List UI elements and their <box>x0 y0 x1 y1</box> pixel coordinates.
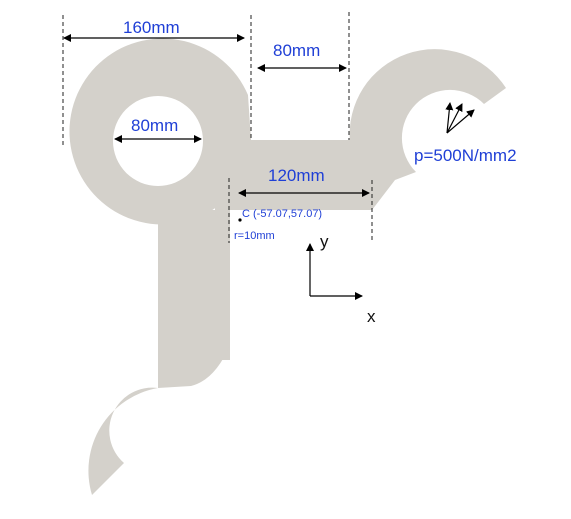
point-c-label: C (-57.07,57.07) <box>242 208 322 220</box>
pressure-arrows <box>445 102 475 134</box>
pressure-arrow-2 <box>446 103 463 134</box>
coordinate-axes <box>306 243 363 300</box>
dim-label-gap-width: 80mm <box>273 41 320 60</box>
part-body <box>69 38 506 495</box>
right-crescent <box>349 49 506 180</box>
pressure-label: p=500N/mm2 <box>414 146 517 165</box>
axis-y-label: y <box>320 232 329 251</box>
axis-x-label: x <box>367 307 376 326</box>
radius-label: r=10mm <box>234 230 275 242</box>
dim-label-arm-length: 120mm <box>268 166 325 185</box>
upper-ring <box>69 38 252 225</box>
pressure-arrow-3 <box>446 109 475 134</box>
lower-crescent <box>88 330 230 495</box>
dim-label-hole-diameter: 80mm <box>131 116 178 135</box>
point-c-dot <box>238 218 242 222</box>
pressure-arrow-1 <box>445 102 454 134</box>
dimension-arrows <box>63 34 370 197</box>
horizontal-arm <box>215 140 395 225</box>
dim-label-outer-diameter: 160mm <box>123 18 180 37</box>
